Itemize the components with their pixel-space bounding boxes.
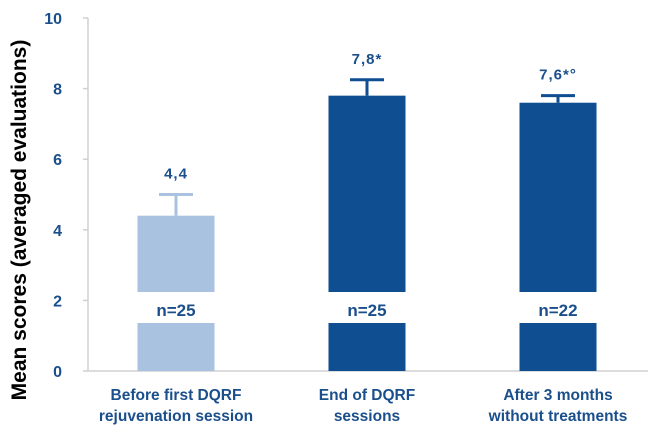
n-label: n=25: [156, 301, 195, 320]
y-tick-label: 8: [53, 82, 62, 99]
data-label: 7,8*: [352, 51, 383, 68]
category-label: Before first DQRF: [111, 387, 242, 404]
data-label: 4,4: [164, 166, 188, 183]
bar-base: [137, 323, 215, 371]
y-tick-label: 10: [44, 11, 62, 28]
bar-base: [328, 323, 406, 371]
y-tick-label: 2: [53, 293, 62, 310]
category-label: without treatments: [488, 408, 628, 425]
bar: [328, 95, 406, 292]
category-label: sessions: [334, 408, 400, 425]
y-tick-label: 4: [53, 223, 62, 240]
y-tick-label: 6: [53, 152, 62, 169]
category-label: End of DQRF: [319, 387, 415, 404]
bar: [519, 102, 597, 292]
y-tick-label: 0: [53, 364, 62, 381]
data-label: 7,6*°: [539, 67, 577, 84]
y-axis-label: Mean scores (averaged evaluations): [8, 40, 31, 401]
n-label: n=25: [347, 301, 386, 320]
category-label: rejuvenation session: [99, 408, 253, 425]
bars: [137, 78, 597, 371]
category-label: After 3 months: [503, 387, 612, 404]
n-label: n=22: [538, 301, 577, 320]
bar-base: [519, 323, 597, 371]
labels: 4,4 n=25 Before first DQRF rejuvenation ses…: [99, 51, 627, 425]
bar: [137, 215, 215, 292]
